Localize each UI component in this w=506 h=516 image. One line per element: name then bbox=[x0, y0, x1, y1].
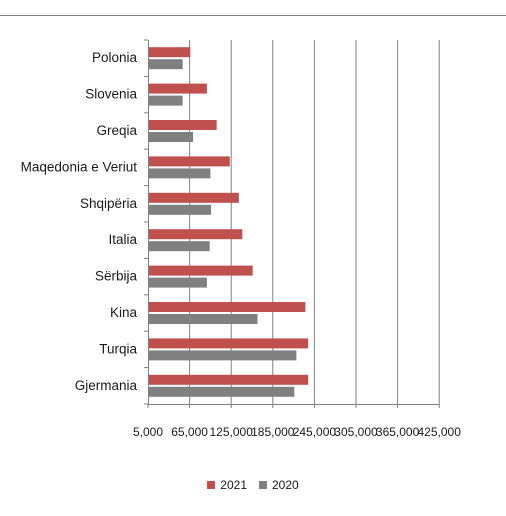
bar-2021-3 bbox=[148, 156, 230, 167]
category-label: Kina bbox=[110, 305, 138, 320]
category-label: Polonia bbox=[92, 50, 138, 65]
bar-2021-1 bbox=[148, 83, 207, 94]
bar-2020-7 bbox=[148, 314, 258, 324]
x-tick-label: 65,000 bbox=[171, 425, 208, 439]
legend-item-2021: 2021 bbox=[207, 478, 247, 492]
bar-2020-9 bbox=[148, 386, 295, 397]
category-label: Turqia bbox=[99, 341, 137, 356]
category-label: Sërbija bbox=[95, 269, 138, 284]
x-tick-label: 5,000 bbox=[133, 425, 163, 439]
legend-label-2021: 2021 bbox=[220, 478, 247, 492]
x-tick-label: 185,000 bbox=[251, 425, 295, 439]
bar-2020-2 bbox=[148, 132, 194, 142]
x-tick-label: 425,000 bbox=[418, 425, 462, 439]
bar-2020-4 bbox=[148, 204, 212, 215]
legend-swatch-2021 bbox=[207, 481, 216, 489]
bar-2020-8 bbox=[148, 350, 297, 361]
category-label: Shqipëria bbox=[80, 196, 138, 211]
bar-2020-3 bbox=[148, 168, 211, 179]
bar-2021-8 bbox=[148, 338, 309, 349]
x-tick-label: 245,000 bbox=[293, 425, 337, 439]
bar-2020-1 bbox=[148, 95, 183, 106]
bar-2020-5 bbox=[148, 241, 210, 252]
x-tick-label: 305,000 bbox=[334, 425, 378, 439]
category-label: Greqia bbox=[96, 123, 137, 138]
bar-2020-0 bbox=[148, 59, 183, 70]
legend-swatch-2020 bbox=[259, 481, 267, 489]
category-label: Maqedonia e Veriut bbox=[21, 159, 138, 174]
bar-chart: Polonia Slovenia Greqia Maqedonia e Veriut S… bbox=[0, 15, 506, 439]
category-label: Slovenia bbox=[85, 87, 137, 102]
x-tick-label: 125,000 bbox=[210, 425, 254, 439]
bar-2021-7 bbox=[148, 302, 306, 312]
bar-2021-6 bbox=[148, 265, 253, 276]
bar-2021-2 bbox=[148, 120, 217, 130]
bar-2021-4 bbox=[148, 192, 239, 203]
category-label: Gjermania bbox=[75, 378, 138, 393]
x-tick-label: 365,000 bbox=[376, 425, 420, 439]
legend-label-2020: 2020 bbox=[272, 478, 299, 492]
bar-2021-9 bbox=[148, 374, 309, 385]
bar-2021-0 bbox=[148, 47, 191, 58]
bar-2021-5 bbox=[148, 229, 243, 240]
category-label: Italia bbox=[108, 232, 137, 247]
bar-2020-6 bbox=[148, 277, 207, 288]
legend: 2021 2020 bbox=[0, 478, 506, 492]
legend-item-2020: 2020 bbox=[259, 478, 299, 492]
